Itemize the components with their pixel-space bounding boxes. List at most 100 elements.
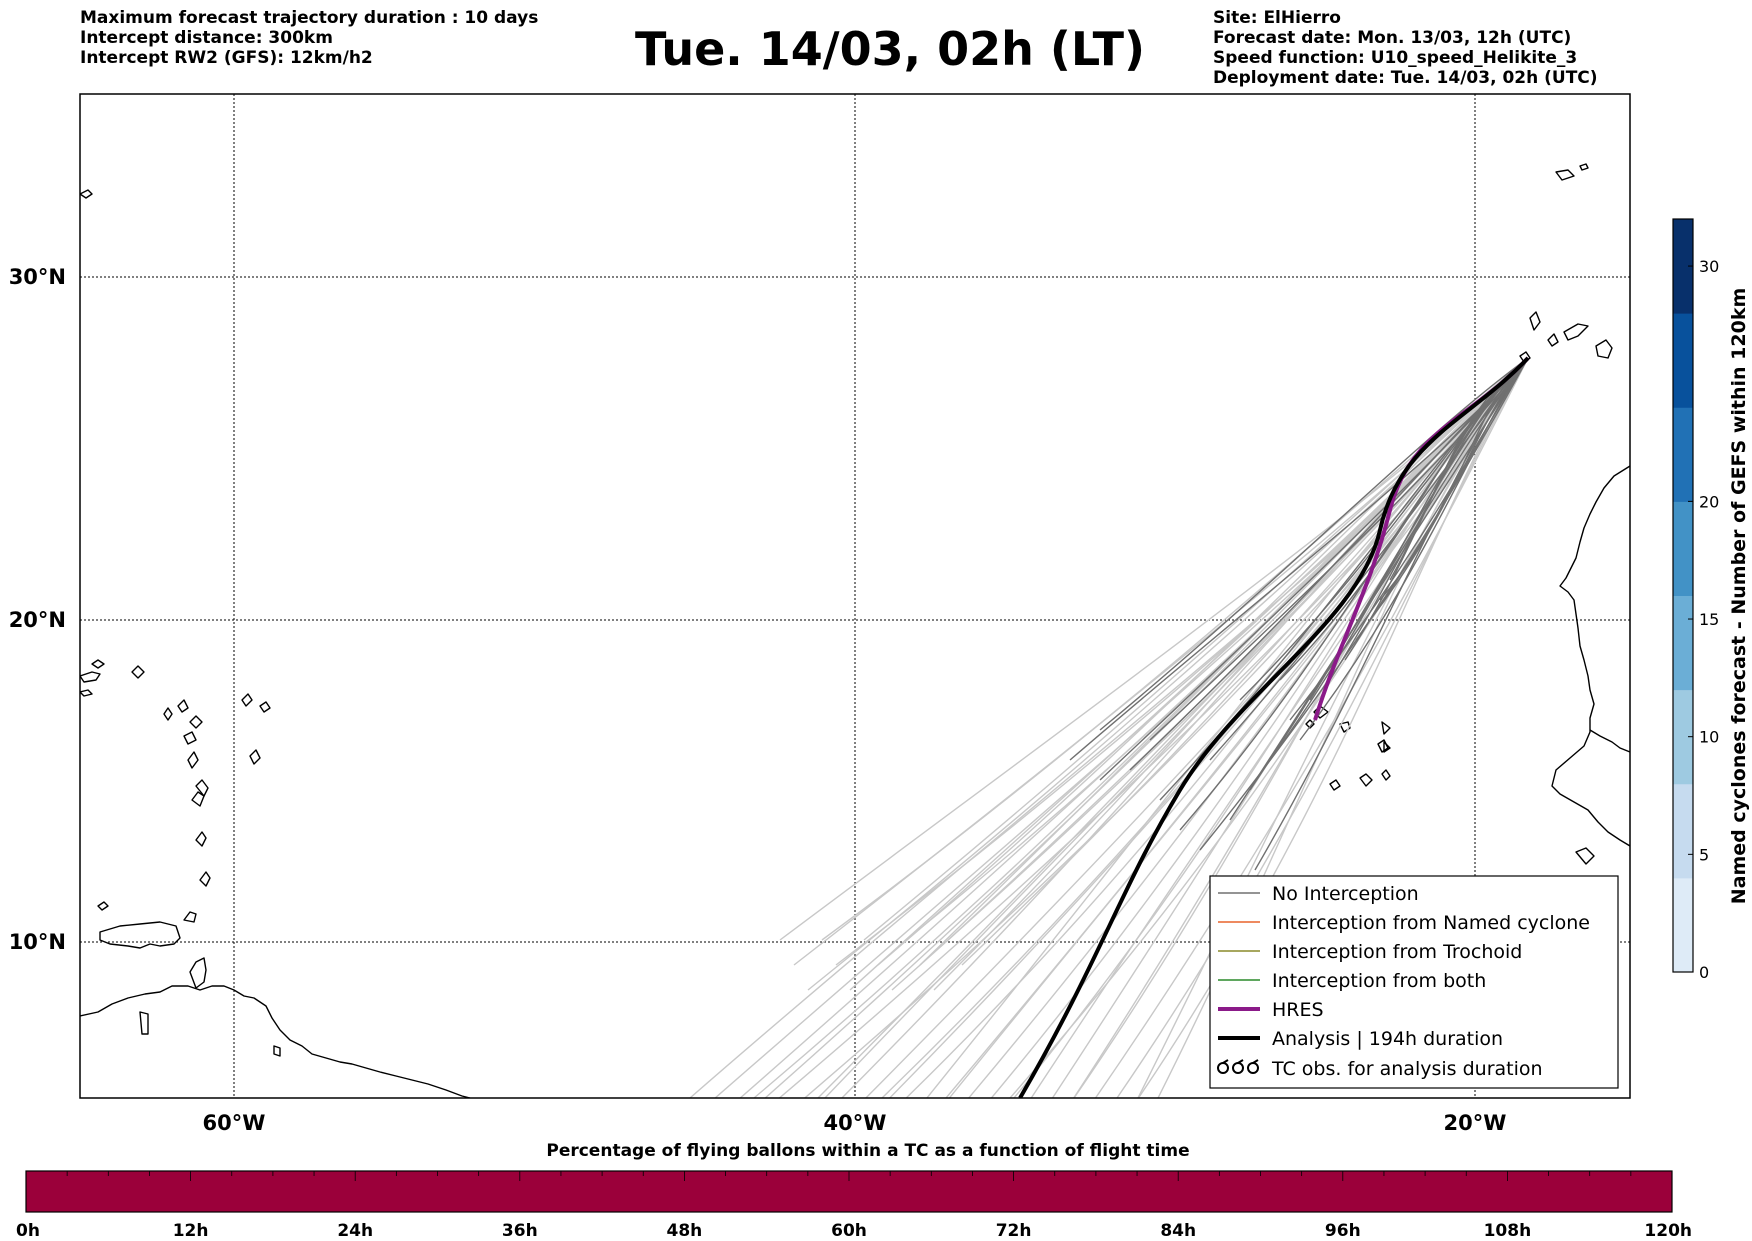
lon-label-20w: 20°W — [1444, 1111, 1507, 1135]
coastline-canary-island — [1595, 339, 1613, 359]
colorbar-frame — [1672, 218, 1694, 973]
info-intercept-rw2: Intercept RW2 (GFS): 12km/h2 — [80, 48, 373, 68]
timeline-title: Percentage of flying ballons within a TC… — [546, 1141, 1189, 1161]
colorbar-tick-label: 15 — [1699, 610, 1719, 629]
longitude-labels: 60°W 40°W 20°W — [203, 1111, 1507, 1135]
coastline-cape-verde — [1305, 719, 1315, 729]
coastline-island — [80, 689, 93, 697]
timeline-tick-label: 48h — [667, 1221, 703, 1241]
timeline-tick-label: 120h — [1644, 1221, 1692, 1241]
coastline-island — [1579, 163, 1589, 171]
ensemble-trajectory — [1116, 357, 1529, 1098]
lon-label-40w: 40°W — [824, 1111, 887, 1135]
ensemble-trajectory — [753, 357, 1529, 1098]
timeline-tick-label: 36h — [502, 1221, 538, 1241]
ensemble-trajectory — [877, 357, 1529, 966]
ensemble-trajectory — [689, 357, 1529, 1098]
coastline-island — [139, 1011, 149, 1035]
colorbar-tick-label: 10 — [1699, 728, 1719, 747]
coastline-virgin-islands — [91, 659, 105, 669]
map-panel: 30°N 20°N 10°N 60°W 40°W 20°W No Interc — [9, 93, 1631, 1135]
no-interception-trajectory — [1099, 357, 1529, 731]
colorbar-band — [1673, 219, 1693, 314]
colorbar-band — [1673, 595, 1693, 691]
coastline-puerto-rico — [80, 671, 101, 683]
coastline-paria-peninsula — [99, 921, 181, 949]
coastline-island — [189, 715, 203, 729]
coastline-cape-verde — [1339, 721, 1351, 733]
info-forecast-date: Forecast date: Mon. 13/03, 12h (UTC) — [1213, 28, 1572, 48]
coastline-island — [195, 831, 207, 847]
coastline-bijagos — [1575, 847, 1595, 865]
legend-label-named-cyclone: Interception from Named cyclone — [1272, 912, 1590, 934]
coastline-island — [199, 871, 211, 887]
legend-box — [1209, 875, 1619, 1089]
legend: No Interception Interception from Named … — [1209, 875, 1619, 1089]
page-title: Tue. 14/03, 02h (LT) — [635, 22, 1145, 76]
coastline-island — [177, 699, 189, 713]
timeline-tick-label: 108h — [1484, 1221, 1532, 1241]
coastline-island — [241, 693, 253, 707]
colorbar-band — [1673, 877, 1693, 973]
coastline-cape-verde — [1381, 769, 1391, 781]
coastline-cape-verde — [1359, 773, 1373, 787]
coastline-island — [273, 1045, 281, 1057]
lat-label-30n: 30°N — [9, 265, 66, 289]
info-speed-function: Speed function: U10_speed_Helikite_3 — [1213, 48, 1578, 68]
coastline-south-america — [80, 985, 471, 1098]
ensemble-trajectory — [1013, 357, 1529, 1098]
coastline-cape-verde — [1381, 721, 1391, 735]
coastline-el-hierro — [1519, 351, 1531, 363]
info-site: Site: ElHierro — [1213, 8, 1341, 28]
coastline-island — [97, 901, 109, 911]
colorbar: 0 5 10 15 20 30 Named cyclones forecast - Num… — [1672, 218, 1750, 982]
legend-label-hres: HRES — [1272, 999, 1324, 1021]
legend-label-tc-obs: TC obs. for analysis duration — [1271, 1058, 1543, 1080]
coastline-canary-island — [1563, 323, 1589, 341]
colorbar-band — [1673, 783, 1693, 879]
coastline-canary-island — [1529, 311, 1541, 331]
colorbar-tick-label: 20 — [1699, 492, 1719, 511]
no-interception-trajectory — [1379, 357, 1529, 601]
colorbar-label: Named cyclones forecast - Number of GEFS… — [1728, 288, 1750, 905]
no-interception-trajectory — [1239, 357, 1529, 701]
timeline-tick-label: 60h — [831, 1221, 867, 1241]
coastline-cape-verde — [1329, 779, 1341, 791]
coastline-island — [259, 701, 271, 713]
coastline-madeira — [1555, 169, 1575, 181]
coastlines — [80, 163, 1630, 1098]
coastline-cape-verde — [1377, 739, 1389, 753]
coastline-island — [163, 707, 173, 721]
timeline-tick-label: 72h — [996, 1221, 1032, 1241]
colorbar-ticks: 0 5 10 15 20 30 — [1688, 257, 1719, 982]
colorbar-band — [1673, 689, 1693, 785]
coastline-island — [183, 731, 197, 745]
colorbar-tick-label: 0 — [1699, 963, 1709, 982]
colorbar-band — [1673, 313, 1693, 408]
legend-label-analysis: Analysis | 194h duration — [1272, 1028, 1503, 1050]
ensemble-trajectory — [863, 357, 1529, 941]
coastline-west-africa-detail — [1589, 729, 1630, 753]
lon-label-60w: 60°W — [203, 1111, 266, 1135]
coastline-island — [80, 189, 93, 199]
colorbar-tick-label: 5 — [1699, 845, 1709, 864]
info-intercept-distance: Intercept distance: 300km — [80, 28, 333, 48]
timeline-tick-label: 96h — [1325, 1221, 1361, 1241]
coastline-west-africa — [1551, 465, 1630, 847]
legend-label-both: Interception from both — [1272, 970, 1486, 992]
coastline-island — [249, 749, 261, 765]
coastline-cape-verde — [1383, 741, 1391, 753]
no-interception-trajectory — [1249, 357, 1529, 791]
latitude-labels: 30°N 20°N 10°N — [9, 265, 66, 954]
coastline-canary-island — [1547, 333, 1559, 347]
tc-symbol-icon — [1217, 1059, 1259, 1074]
analysis-trajectory — [1018, 356, 1530, 1098]
lat-label-10n: 10°N — [9, 930, 66, 954]
timeline-ticks: 0h 12h 24h 36h 48h 60h 72h 84h 96h 108h 120h — [16, 1171, 1692, 1241]
flight-time-timeline: Percentage of flying ballons within a TC… — [16, 1141, 1692, 1241]
forecast-info-left: Maximum forecast trajectory duration : 1… — [80, 8, 538, 68]
timeline-tick-label: 84h — [1160, 1221, 1196, 1241]
legend-label-no-interception: No Interception — [1272, 883, 1419, 905]
timeline-tick-label: 0h — [16, 1221, 40, 1241]
coastline-island — [131, 665, 145, 679]
